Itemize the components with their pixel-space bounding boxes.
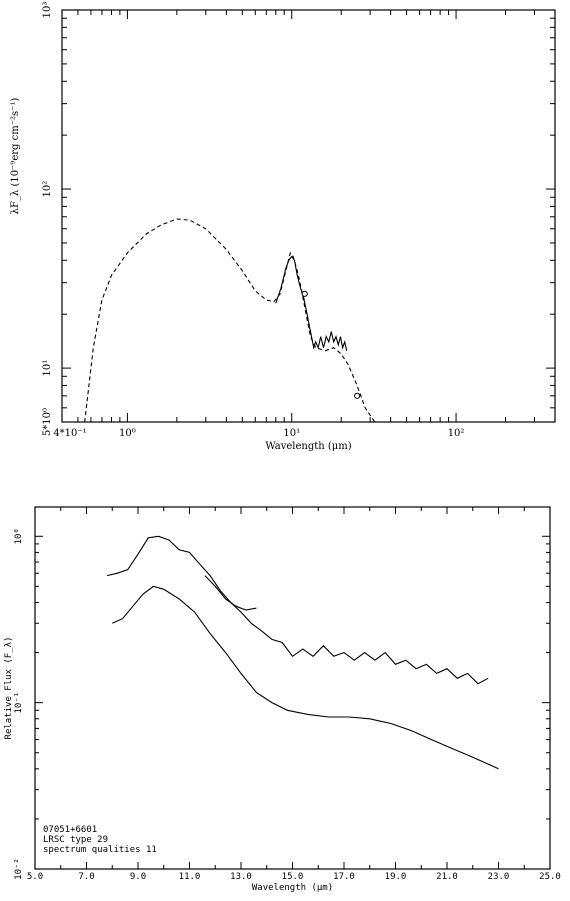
y-axis-label: λF_λ (10⁻⁹erg cm⁻²s⁻¹): [10, 98, 21, 215]
model-sed-line: [84, 218, 376, 422]
annotation-line: spectrum qualities 11: [43, 845, 157, 855]
spectrum-lower-line: [112, 585, 499, 770]
y-axis-label: Relative Flux (F_λ): [4, 637, 14, 740]
x-tick-label: 4*10⁻¹: [53, 428, 86, 439]
x-tick-label: 10⁰: [119, 428, 136, 439]
photometry-point: [301, 290, 308, 297]
x-tick-label: 5.0: [27, 872, 43, 882]
x-tick-label: 9.0: [130, 872, 146, 882]
x-tick-label: 10²: [448, 428, 465, 439]
x-tick-label: 23.0: [488, 872, 510, 882]
top-plot-frame: [61, 9, 556, 423]
x-axis-label: Wavelength (μm): [265, 441, 351, 452]
y-tick-label: 10³: [42, 2, 53, 19]
top-series-group: [84, 218, 376, 422]
x-tick-label: 11.0: [179, 872, 201, 882]
y-tick-label: 10⁻¹: [14, 692, 24, 714]
x-tick-label: 13.0: [230, 872, 252, 882]
photometry-point: [354, 392, 361, 399]
spectrum-line: [275, 255, 348, 351]
y-tick-label: 10²: [42, 181, 53, 198]
y-tick-label: 5*10⁰: [42, 408, 53, 436]
spectrum-segment-line: [204, 575, 257, 611]
x-tick-label: 25.0: [539, 872, 561, 882]
x-tick-label: 10¹: [283, 428, 300, 439]
annotation-line: LRSC type 29: [43, 835, 108, 845]
x-tick-label: 19.0: [385, 872, 407, 882]
bottom-series-group: [106, 535, 499, 770]
bottom-plot-frame: [34, 506, 551, 870]
y-tick-label: 10⁰: [14, 528, 24, 544]
x-tick-label: 17.0: [333, 872, 355, 882]
x-tick-label: 7.0: [78, 872, 94, 882]
x-tick-label: 15.0: [282, 872, 304, 882]
spectrum-upper-line: [106, 535, 489, 685]
annotation-line: 07051+6601: [43, 825, 97, 835]
y-tick-label: 10⁻²: [14, 858, 24, 880]
y-tick-label: 10¹: [42, 360, 53, 377]
x-tick-label: 21.0: [436, 872, 458, 882]
x-axis-label: Wavelength (μm): [252, 883, 333, 893]
